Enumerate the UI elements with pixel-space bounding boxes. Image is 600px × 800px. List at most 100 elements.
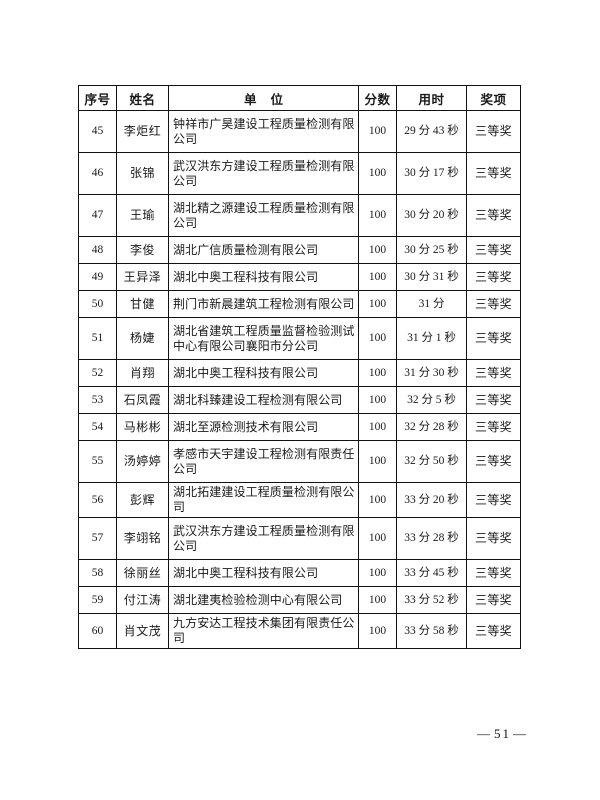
cell-award: 三等奖 — [466, 359, 521, 387]
table-row: 46 张锦 武汉洪东方建设工程质量检测有限公司 100 30 分 17 秒三等奖 — [78, 152, 521, 195]
table-row: 50 甘健 荆门市新晨建筑工程检测有限公司 100 31 分三等奖 — [78, 290, 521, 318]
cell-no: 47 — [78, 194, 117, 237]
cell-score: 100 — [358, 290, 397, 318]
column-header-unit-char2: 位 — [270, 92, 284, 107]
table-row: 56 彭辉 湖北拓建建设工程质量检测有限公司 100 33 分 20 秒三等奖 — [78, 482, 521, 518]
cell-score: 100 — [358, 482, 397, 518]
table-row: 45 李炬红 钟祥市广昊建设工程质量检测有限公司 100 29 分 43 秒三等奖 — [78, 110, 521, 153]
cell-name: 王异泽 — [116, 263, 169, 291]
award-table-container: 序号 姓名 单位 分数 用时 奖项 45 李炬红 钟祥市广昊建设工程质量检测有限公司… — [78, 85, 521, 649]
cell-unit: 湖北拓建建设工程质量检测有限公司 — [168, 482, 359, 518]
cell-time: 29 分 43 秒 — [396, 110, 467, 153]
column-header-no: 序号 — [78, 85, 117, 111]
cell-award: 三等奖 — [466, 413, 521, 441]
cell-name: 马彬彬 — [116, 413, 169, 441]
cell-score: 100 — [358, 359, 397, 387]
cell-time: 31 分 1 秒 — [396, 317, 467, 360]
cell-unit: 武汉洪东方建设工程质量检测有限公司 — [168, 517, 359, 560]
cell-name: 张锦 — [116, 152, 169, 195]
cell-time: 33 分 58 秒 — [396, 613, 467, 649]
cell-name: 王瑜 — [116, 194, 169, 237]
page-footer: —51— — [475, 726, 530, 742]
cell-unit: 钟祥市广昊建设工程质量检测有限公司 — [168, 110, 359, 153]
cell-no: 55 — [78, 440, 117, 483]
cell-no: 53 — [78, 386, 117, 414]
cell-score: 100 — [358, 110, 397, 153]
cell-award: 三等奖 — [466, 110, 521, 153]
table-header-row: 序号 姓名 单位 分数 用时 奖项 — [78, 85, 521, 111]
cell-name: 李炬红 — [116, 110, 169, 153]
cell-name: 甘健 — [116, 290, 169, 318]
cell-award: 三等奖 — [466, 613, 521, 649]
cell-no: 57 — [78, 517, 117, 560]
cell-unit: 湖北省建筑工程质量监督检验测试中心有限公司襄阳市分公司 — [168, 317, 359, 360]
cell-name: 汤婷婷 — [116, 440, 169, 483]
cell-award: 三等奖 — [466, 194, 521, 237]
table-row: 57 李翊铭 武汉洪东方建设工程质量检测有限公司 100 33 分 28 秒三等奖 — [78, 517, 521, 560]
cell-score: 100 — [358, 586, 397, 614]
cell-unit: 湖北建夷检验检测中心有限公司 — [168, 586, 359, 614]
cell-score: 100 — [358, 440, 397, 483]
cell-score: 100 — [358, 152, 397, 195]
cell-time: 30 分 25 秒 — [396, 236, 467, 264]
cell-time: 31 分 — [396, 290, 467, 318]
cell-unit: 湖北至源检测技术有限公司 — [168, 413, 359, 441]
table-row: 48 李俊 湖北广信质量检测有限公司 100 30 分 25 秒三等奖 — [78, 236, 521, 264]
table-row: 49 王异泽 湖北中奥工程科技有限公司 100 30 分 31 秒三等奖 — [78, 263, 521, 291]
cell-no: 48 — [78, 236, 117, 264]
cell-no: 52 — [78, 359, 117, 387]
award-table: 序号 姓名 单位 分数 用时 奖项 45 李炬红 钟祥市广昊建设工程质量检测有限公司… — [78, 85, 521, 649]
cell-time: 32 分 5 秒 — [396, 386, 467, 414]
cell-name: 石凤霞 — [116, 386, 169, 414]
column-header-time: 用时 — [396, 85, 467, 111]
cell-name: 李俊 — [116, 236, 169, 264]
cell-score: 100 — [358, 317, 397, 360]
cell-time: 32 分 50 秒 — [396, 440, 467, 483]
cell-time: 30 分 31 秒 — [396, 263, 467, 291]
cell-award: 三等奖 — [466, 236, 521, 264]
footer-dash-right: — — [513, 726, 528, 741]
column-header-award: 奖项 — [466, 85, 521, 111]
cell-no: 45 — [78, 110, 117, 153]
table-row: 59 付江涛 湖北建夷检验检测中心有限公司 100 33 分 52 秒三等奖 — [78, 586, 521, 614]
cell-no: 50 — [78, 290, 117, 318]
table-body: 45 李炬红 钟祥市广昊建设工程质量检测有限公司 100 29 分 43 秒三等奖 46 张… — [78, 110, 521, 649]
cell-unit: 荆门市新晨建筑工程检测有限公司 — [168, 290, 359, 318]
cell-no: 59 — [78, 586, 117, 614]
footer-dash-left: — — [477, 726, 492, 741]
table-row: 54 马彬彬 湖北至源检测技术有限公司 100 32 分 28 秒三等奖 — [78, 413, 521, 441]
cell-award: 三等奖 — [466, 517, 521, 560]
cell-score: 100 — [358, 559, 397, 587]
column-header-score: 分数 — [358, 85, 397, 111]
column-header-name: 姓名 — [116, 85, 169, 111]
cell-score: 100 — [358, 517, 397, 560]
table-row: 60 肖文茂 九方安达工程技术集团有限责任公司 100 33 分 58 秒三等奖 — [78, 613, 521, 649]
cell-time: 32 分 28 秒 — [396, 413, 467, 441]
column-header-unit-inner: 单位 — [244, 89, 283, 108]
cell-score: 100 — [358, 386, 397, 414]
cell-score: 100 — [358, 413, 397, 441]
cell-award: 三等奖 — [466, 440, 521, 483]
column-header-unit-char1: 单 — [243, 92, 257, 107]
cell-score: 100 — [358, 194, 397, 237]
cell-name: 杨婕 — [116, 317, 169, 360]
cell-no: 54 — [78, 413, 117, 441]
cell-unit: 湖北科臻建设工程检测有限公司 — [168, 386, 359, 414]
table-row: 52 肖翔 湖北中奥工程科技有限公司 100 31 分 30 秒三等奖 — [78, 359, 521, 387]
cell-unit: 湖北中奥工程科技有限公司 — [168, 359, 359, 387]
cell-name: 肖文茂 — [116, 613, 169, 649]
cell-award: 三等奖 — [466, 290, 521, 318]
cell-time: 33 分 45 秒 — [396, 559, 467, 587]
cell-award: 三等奖 — [466, 317, 521, 360]
table-row: 47 王瑜 湖北精之源建设工程质量检测有限公司 100 30 分 20 秒三等奖 — [78, 194, 521, 237]
cell-unit: 湖北中奥工程科技有限公司 — [168, 263, 359, 291]
cell-no: 51 — [78, 317, 117, 360]
cell-no: 46 — [78, 152, 117, 195]
cell-time: 33 分 20 秒 — [396, 482, 467, 518]
cell-no: 58 — [78, 559, 117, 587]
cell-unit: 九方安达工程技术集团有限责任公司 — [168, 613, 359, 649]
cell-time: 30 分 20 秒 — [396, 194, 467, 237]
cell-award: 三等奖 — [466, 152, 521, 195]
table-row: 55 汤婷婷 孝感市天宇建设工程检测有限责任公司 100 32 分 50 秒三等奖 — [78, 440, 521, 483]
cell-no: 49 — [78, 263, 117, 291]
